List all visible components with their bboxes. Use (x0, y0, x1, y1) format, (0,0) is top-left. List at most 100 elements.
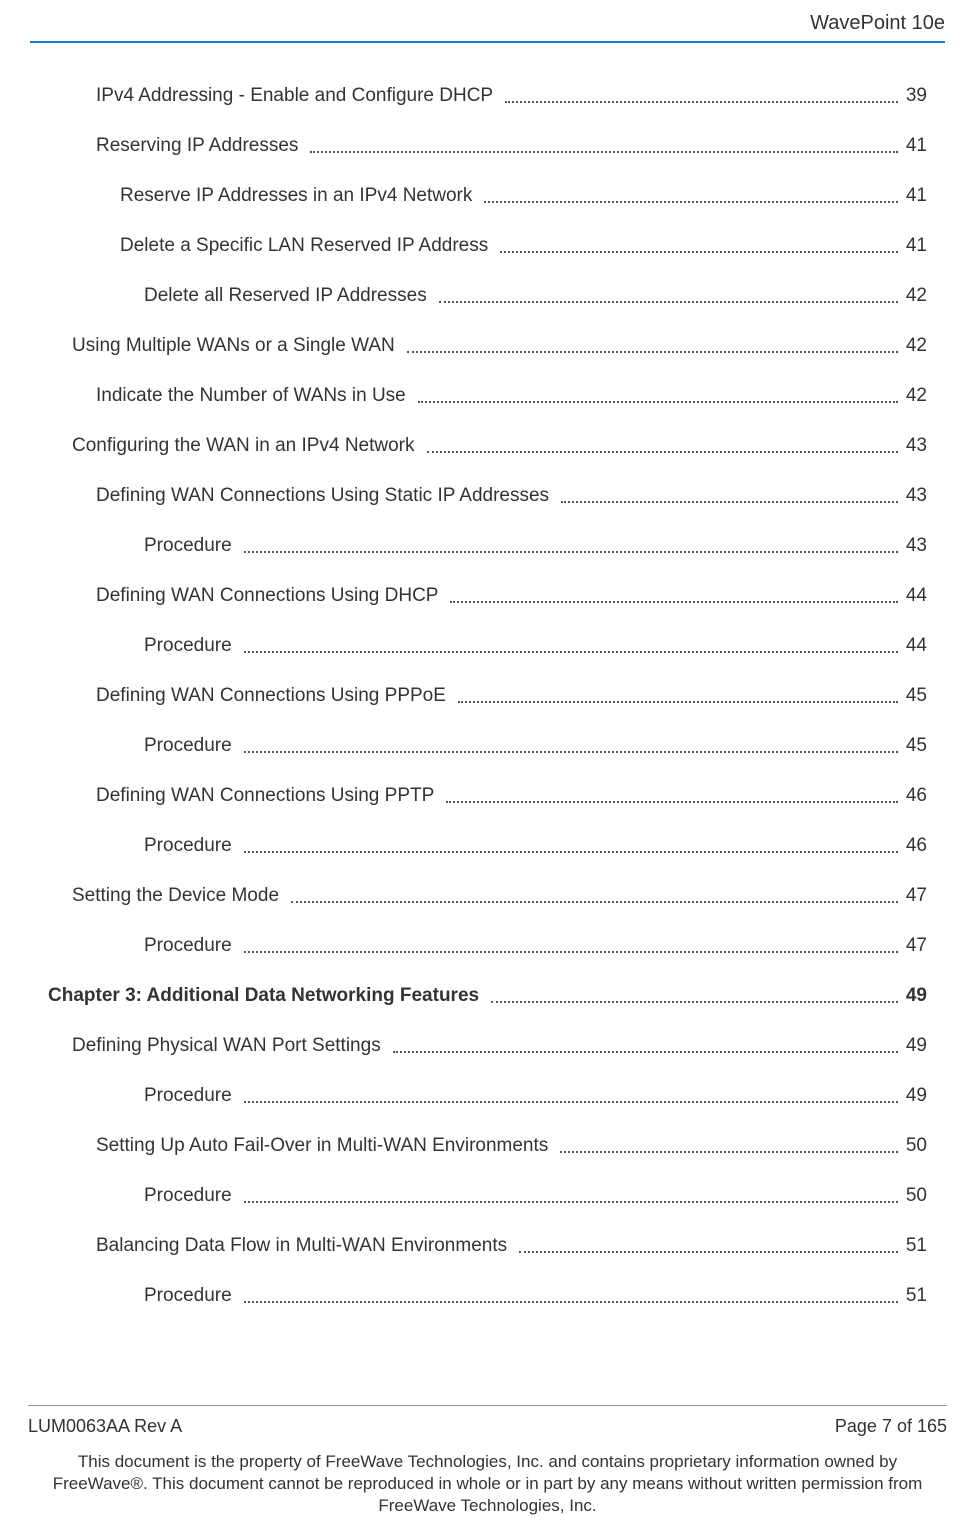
toc-leader-dots (244, 951, 898, 953)
toc-entry-title: Setting Up Auto Fail-Over in Multi-WAN E… (96, 1135, 556, 1157)
toc-leader-dots (418, 401, 898, 403)
toc-entry[interactable]: Defining WAN Connections Using Static IP… (48, 485, 927, 507)
toc-entry-title: Defining WAN Connections Using Static IP… (96, 485, 557, 507)
toc-entry-title: Defining WAN Connections Using PPPoE (96, 685, 454, 707)
toc-entry[interactable]: Procedure50 (48, 1185, 927, 1207)
toc-entry-page: 51 (902, 1235, 927, 1257)
toc-entry[interactable]: Setting the Device Mode 47 (48, 885, 927, 907)
toc-entry[interactable]: Procedure 46 (48, 835, 927, 857)
toc-entry[interactable]: Procedure45 (48, 735, 927, 757)
toc-entry[interactable]: Defining WAN Connections Using PPPoE 45 (48, 685, 927, 707)
toc-entry-page: 41 (902, 235, 927, 257)
toc-leader-dots (561, 501, 898, 503)
toc-entry[interactable]: Setting Up Auto Fail-Over in Multi-WAN E… (48, 1135, 927, 1157)
toc-entry-page: 39 (902, 85, 927, 107)
toc-leader-dots (244, 1101, 898, 1103)
toc-leader-dots (484, 201, 897, 203)
toc-entry[interactable]: Defining WAN Connections Using DHCP 44 (48, 585, 927, 607)
toc-entry-page: 49 (902, 1085, 927, 1107)
toc-leader-dots (491, 1001, 898, 1003)
toc-entry-title: Procedure (144, 535, 240, 557)
toc-entry[interactable]: Reserve IP Addresses in an IPv4 Network4… (48, 185, 927, 207)
toc-entry-title: Balancing Data Flow in Multi-WAN Environ… (96, 1235, 515, 1257)
toc-leader-dots (244, 1201, 898, 1203)
toc-entry[interactable]: Delete all Reserved IP Addresses42 (48, 285, 927, 307)
toc-entry[interactable]: Defining WAN Connections Using PPTP46 (48, 785, 927, 807)
page-footer: LUM0063AA Rev A Page 7 of 165 This docum… (0, 1405, 975, 1517)
toc-entry-page: 46 (902, 835, 927, 857)
toc-leader-dots (291, 901, 898, 903)
toc-entry-page: 46 (902, 785, 927, 807)
toc-entry-title: Configuring the WAN in an IPv4 Network (72, 435, 423, 457)
toc-entry-page: 42 (902, 385, 927, 407)
toc-leader-dots (407, 351, 898, 353)
toc-entry[interactable]: Delete a Specific LAN Reserved IP Addres… (48, 235, 927, 257)
toc-entry[interactable]: Chapter 3: Additional Data Networking Fe… (48, 985, 927, 1007)
toc-entry[interactable]: Defining Physical WAN Port Settings 49 (48, 1035, 927, 1057)
toc-entry-title: Delete a Specific LAN Reserved IP Addres… (120, 235, 496, 257)
footer-disclaimer: This document is the property of FreeWav… (28, 1451, 947, 1517)
toc-entry[interactable]: Procedure 49 (48, 1085, 927, 1107)
toc-entry-title: Defining Physical WAN Port Settings (72, 1035, 389, 1057)
toc-entry[interactable]: Balancing Data Flow in Multi-WAN Environ… (48, 1235, 927, 1257)
toc-entry-title: Procedure (144, 1285, 240, 1307)
footer-line: LUM0063AA Rev A Page 7 of 165 (28, 1416, 947, 1437)
toc-leader-dots (458, 701, 898, 703)
toc-entry-title: Procedure (144, 635, 240, 657)
toc-entry-page: 49 (902, 985, 927, 1007)
toc-entry-title: Reserving IP Addresses (96, 135, 306, 157)
toc-leader-dots (244, 751, 898, 753)
toc-leader-dots (393, 1051, 898, 1053)
toc-leader-dots (500, 251, 898, 253)
toc-leader-dots (427, 451, 898, 453)
toc-entry-title: Using Multiple WANs or a Single WAN (72, 335, 403, 357)
page: WavePoint 10e IPv4 Addressing - Enable a… (0, 0, 975, 1537)
toc-entry-page: 43 (902, 435, 927, 457)
toc-entry[interactable]: Procedure 51 (48, 1285, 927, 1307)
toc-entry-page: 42 (902, 285, 927, 307)
product-title: WavePoint 10e (810, 12, 945, 34)
toc-entry[interactable]: Reserving IP Addresses 41 (48, 135, 927, 157)
toc-entry-page: 43 (902, 485, 927, 507)
toc-leader-dots (244, 1301, 898, 1303)
toc-entry-page: 41 (902, 135, 927, 157)
toc-entry-page: 43 (902, 535, 927, 557)
toc-entry[interactable]: Procedure47 (48, 935, 927, 957)
toc-entry-title: Procedure (144, 1085, 240, 1107)
toc-entry[interactable]: Procedure 43 (48, 535, 927, 557)
toc-entry-title: Chapter 3: Additional Data Networking Fe… (48, 985, 487, 1007)
toc-entry-page: 51 (902, 1285, 927, 1307)
toc-leader-dots (450, 601, 897, 603)
toc-entry-title: Procedure (144, 835, 240, 857)
toc-entry-page: 50 (902, 1135, 927, 1157)
toc-entry[interactable]: Using Multiple WANs or a Single WAN42 (48, 335, 927, 357)
toc-leader-dots (244, 551, 898, 553)
table-of-contents: IPv4 Addressing - Enable and Configure D… (30, 85, 945, 1307)
toc-entry-title: Procedure (144, 1185, 240, 1207)
toc-entry-page: 47 (902, 885, 927, 907)
toc-entry-title: Defining WAN Connections Using DHCP (96, 585, 446, 607)
toc-entry[interactable]: IPv4 Addressing - Enable and Configure D… (48, 85, 927, 107)
toc-entry-title: Indicate the Number of WANs in Use (96, 385, 414, 407)
toc-entry-title: Procedure (144, 735, 240, 757)
toc-leader-dots (310, 151, 897, 153)
toc-leader-dots (519, 1251, 898, 1253)
toc-entry-page: 41 (902, 185, 927, 207)
toc-leader-dots (505, 101, 898, 103)
toc-entry-page: 47 (902, 935, 927, 957)
toc-entry[interactable]: Indicate the Number of WANs in Use 42 (48, 385, 927, 407)
toc-leader-dots (560, 1151, 898, 1153)
toc-entry-page: 49 (902, 1035, 927, 1057)
toc-entry-page: 44 (902, 585, 927, 607)
toc-entry[interactable]: Procedure44 (48, 635, 927, 657)
toc-leader-dots (439, 301, 898, 303)
toc-leader-dots (446, 801, 898, 803)
header-rule (30, 41, 945, 43)
toc-entry-title: IPv4 Addressing - Enable and Configure D… (96, 85, 501, 107)
toc-entry[interactable]: Configuring the WAN in an IPv4 Network 43 (48, 435, 927, 457)
page-number: Page 7 of 165 (835, 1416, 947, 1437)
doc-id: LUM0063AA Rev A (28, 1416, 182, 1437)
toc-entry-page: 45 (902, 685, 927, 707)
toc-entry-title: Setting the Device Mode (72, 885, 287, 907)
page-header: WavePoint 10e (30, 0, 945, 41)
